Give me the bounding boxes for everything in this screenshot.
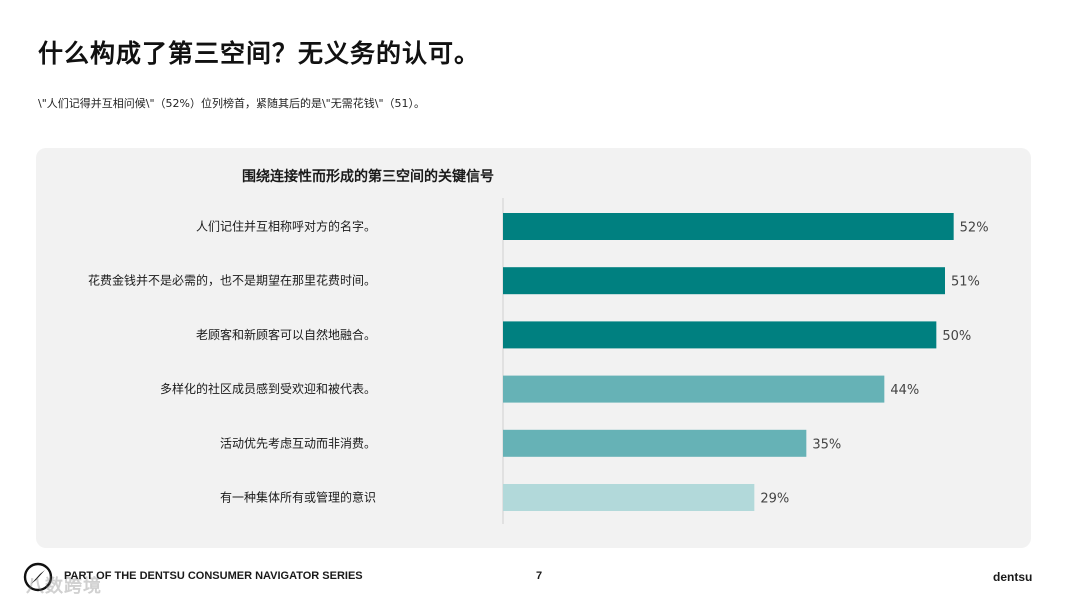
value-label: 51% [951,275,980,290]
value-label: 52% [960,221,989,236]
bar [503,321,937,349]
bar [503,375,885,403]
category-label: 有一种集体所有或管理的意识 [220,490,376,505]
chart-title: 围绕连接性而形成的第三空间的关键信号 [242,169,494,185]
bar [503,213,954,240]
category-label: 老顾客和新顾客可以自然地融合。 [196,327,376,342]
bar [503,267,945,295]
brand-name: dentsu [993,570,1033,584]
value-label: 35% [812,437,841,452]
page-subtitle: \"人们记得并互相问候\"（52%）位列榜首，紧随其后的是\"无需花钱\"（51… [38,97,426,110]
category-label: 人们记住并互相称呼对方的名字。 [196,219,376,234]
bar [503,429,807,457]
value-label: 29% [760,492,789,507]
category-label: 多样化的社区成员感到受欢迎和被代表。 [160,381,376,396]
value-label: 50% [942,329,971,344]
compass-logo-icon [23,562,53,592]
category-label: 花费金钱并不是必需的，也不是期望在那里花费时间。 [88,273,376,288]
page-title: 什么构成了第三空间？无义务的认可。 [38,39,481,68]
bar [503,484,755,511]
footer-series: PART OF THE DENTSU CONSUMER NAVIGATOR SE… [64,570,363,582]
watermark: 八数跨境 [26,576,102,597]
value-label: 44% [890,383,919,398]
page-number: 7 [536,570,543,582]
category-label: 活动优先考虑互动而非消费。 [220,436,376,450]
